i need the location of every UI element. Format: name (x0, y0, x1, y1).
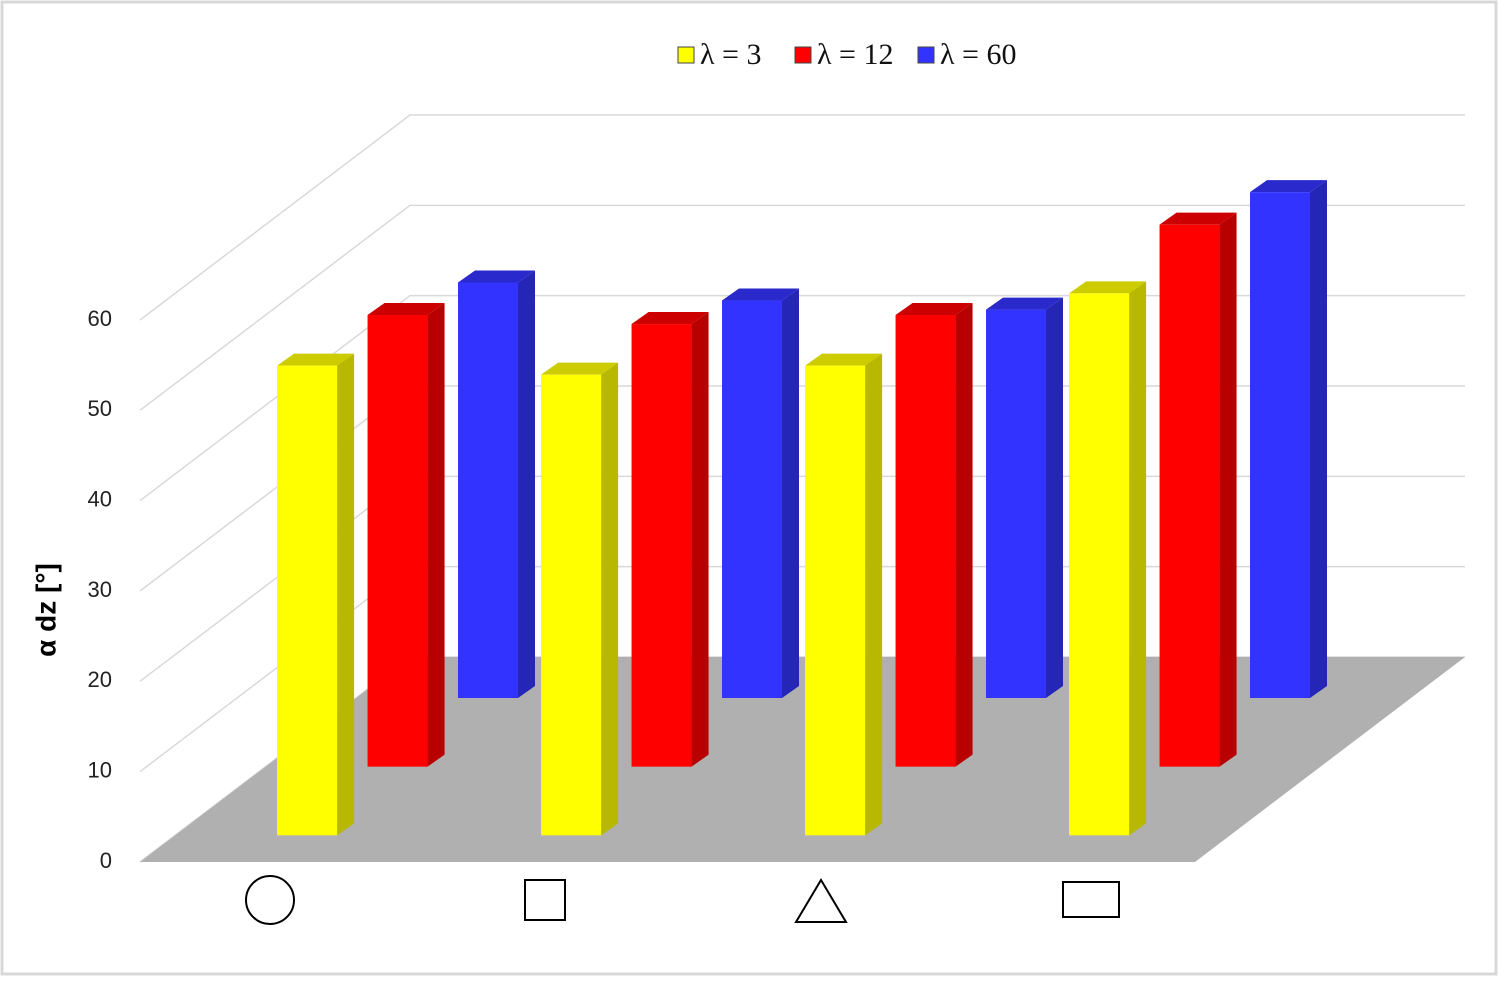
bar-top (986, 297, 1063, 310)
bar-top (541, 362, 619, 375)
category-icons (245, 875, 1120, 925)
y-tick-label: 60 (88, 306, 112, 331)
bar (458, 282, 518, 698)
y-axis-label: α dz [°] (30, 563, 61, 657)
bar (1069, 293, 1130, 836)
y-tick-label: 40 (88, 486, 112, 511)
bar-top (895, 303, 973, 316)
bar-side (518, 270, 535, 698)
bar-side (1219, 212, 1237, 767)
square-icon (524, 879, 566, 921)
bar-side (1310, 180, 1327, 699)
bar-top (458, 270, 535, 283)
bar-top (722, 288, 799, 301)
bar-top (1159, 212, 1237, 225)
y-tick-label: 0 (100, 848, 112, 873)
bar (805, 365, 866, 836)
legend-swatch (917, 46, 935, 64)
bar (631, 324, 692, 767)
bar-top (367, 303, 445, 316)
bar-side (955, 303, 973, 767)
bar-side (601, 362, 619, 836)
bar-side (691, 312, 709, 767)
y-tick-label: 10 (88, 757, 112, 782)
bar-side (782, 288, 799, 698)
bar (277, 365, 338, 836)
bar (895, 315, 956, 767)
bar-top (805, 353, 883, 366)
y-tick-label: 50 (88, 396, 112, 421)
bar-top (1250, 180, 1327, 193)
legend: λ = 3 λ = 12 λ = 60 (677, 38, 1016, 71)
bar-top (631, 312, 709, 325)
bar (986, 309, 1046, 698)
y-tick-label: 20 (88, 667, 112, 692)
bar-top (277, 353, 355, 366)
legend-swatch (677, 46, 695, 64)
legend-label: λ = 60 (940, 38, 1016, 71)
legend-label: λ = 12 (817, 38, 893, 71)
grid-line (139, 114, 1465, 321)
legend-swatch (794, 46, 812, 64)
bar-side (337, 353, 355, 836)
bar-side (865, 353, 883, 836)
bar (722, 300, 782, 698)
bar-side (1129, 281, 1147, 836)
bar (367, 315, 428, 767)
bar-top (1069, 281, 1147, 294)
bar (1159, 224, 1220, 767)
legend-label: λ = 3 (700, 38, 761, 71)
bar (1250, 192, 1310, 698)
grid-line (139, 204, 1465, 411)
bars (277, 180, 1327, 836)
bar (541, 374, 602, 836)
triangle-icon (794, 878, 848, 923)
circle-icon (245, 875, 295, 925)
bar-side (1046, 297, 1063, 698)
bar-side (427, 303, 445, 767)
y-tick-label: 30 (88, 577, 112, 602)
rectangle-icon (1062, 881, 1120, 918)
